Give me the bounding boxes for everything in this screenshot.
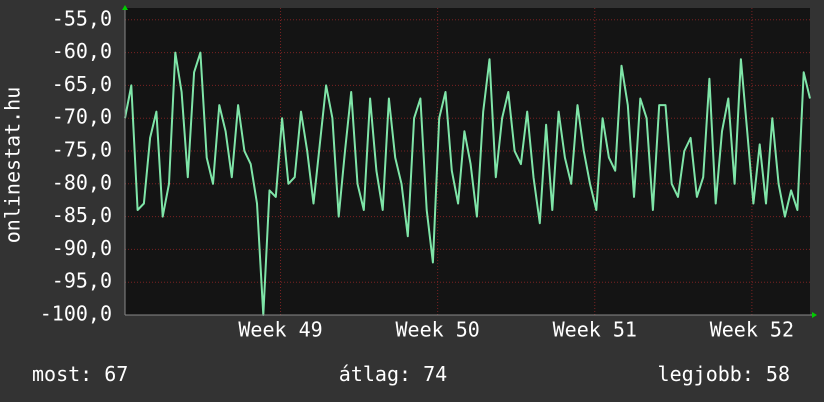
footer-item: átlag: 74 [339, 362, 447, 386]
y-tick-label: -85,0 [52, 203, 112, 227]
footer-gap [411, 362, 423, 386]
footer-value: 67 [104, 362, 128, 386]
y-tick-label: -90,0 [52, 236, 112, 260]
footer-gap [754, 362, 766, 386]
footer-label: átlag: [339, 362, 411, 386]
footer-gap [92, 362, 104, 386]
footer: most: 67 átlag: 74 legjobb: 58 [32, 362, 790, 386]
marks [124, 51, 811, 316]
footer-value: 74 [423, 362, 447, 386]
footer-item: legjobb: 58 [658, 362, 790, 386]
y-tick-label: -70,0 [52, 105, 112, 129]
plot-area [125, 8, 810, 315]
y-arrow [122, 5, 128, 10]
x-tick-label: Week 52 [710, 318, 794, 342]
y-tick-label: -100,0 [40, 302, 112, 326]
y-tick-label: -60,0 [52, 39, 112, 63]
data-line [124, 51, 811, 316]
footer-item: most: 67 [32, 362, 128, 386]
y-tick-label: -75,0 [52, 138, 112, 162]
y-tick-label: -95,0 [52, 269, 112, 293]
x-tick-label: Week 49 [238, 318, 322, 342]
footer-value: 58 [766, 362, 790, 386]
y-tick-label: -55,0 [52, 6, 112, 30]
y-tick-label: -80,0 [52, 170, 112, 194]
y-axis-label: onlinestat.hu [1, 87, 25, 244]
x-tick-label: Week 51 [553, 318, 637, 342]
footer-label: legjobb: [658, 362, 754, 386]
x-arrow [812, 312, 817, 318]
footer-label: most: [32, 362, 92, 386]
x-tick-label: Week 50 [396, 318, 480, 342]
y-tick-label: -65,0 [52, 72, 112, 96]
